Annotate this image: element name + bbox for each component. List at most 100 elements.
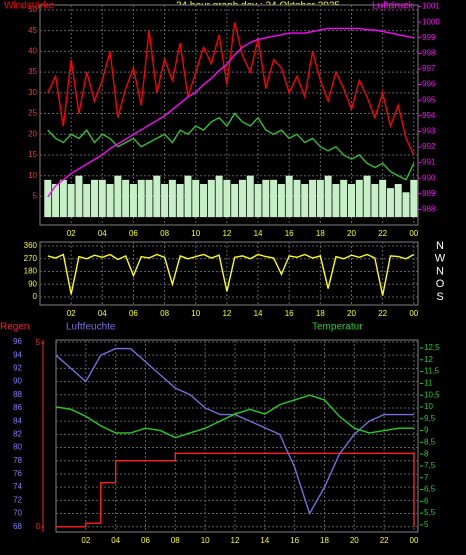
bar	[129, 183, 137, 218]
y-tick-label: 94	[13, 350, 22, 359]
x-tick-label: 18	[316, 309, 325, 318]
line	[55, 394, 414, 439]
y-tick-label: 993	[422, 126, 436, 135]
y-tick-label: 84	[13, 416, 22, 425]
bar	[363, 175, 371, 218]
bar	[324, 175, 332, 218]
y-tick-label: 180	[24, 267, 38, 276]
bar	[44, 179, 52, 218]
y-tick-label: 80	[13, 443, 22, 452]
y-tick-label: 12	[424, 355, 433, 364]
direction-label: O	[436, 278, 445, 290]
x-tick-label: 20	[350, 536, 359, 545]
x-tick-label: 14	[254, 309, 263, 318]
x-tick-label: 16	[290, 536, 299, 545]
y-tick-label: 7	[424, 473, 429, 482]
bar	[106, 183, 114, 218]
y-tick-label: 997	[422, 64, 436, 73]
bar	[114, 175, 122, 218]
x-tick-label: 16	[285, 229, 294, 238]
direction-label: N	[436, 240, 444, 252]
x-tick-label: 10	[201, 536, 210, 545]
y-tick-label: 996	[422, 80, 436, 89]
y-tick-label: 5	[36, 338, 41, 347]
x-tick-label: 18	[320, 536, 329, 545]
y-tick-label: 40	[28, 47, 37, 56]
legend-label: Temperatur	[312, 322, 363, 333]
bar	[207, 179, 215, 218]
y-tick-label: 90	[13, 377, 22, 386]
y-tick-label: 270	[24, 254, 38, 263]
legend-label: Luftdruck	[372, 1, 414, 12]
x-tick-label: 00	[409, 309, 418, 318]
y-tick-label: 72	[13, 495, 22, 504]
y-tick-label: 45	[28, 26, 37, 35]
y-tick-label: 8,5	[424, 437, 436, 446]
x-tick-label: 04	[98, 309, 107, 318]
y-tick-label: 8	[424, 449, 429, 458]
legend-label: Windstärke	[4, 1, 54, 12]
y-tick-label: 1001	[422, 2, 440, 11]
x-tick-label: 18	[316, 229, 325, 238]
bar	[215, 175, 223, 218]
line	[47, 22, 415, 156]
plot-frame	[39, 241, 419, 306]
bar	[270, 179, 278, 218]
y-tick-label: 11,5	[424, 367, 440, 376]
y-tick-label: 68	[13, 522, 22, 531]
y-tick-label: 92	[13, 363, 22, 372]
x-tick-label: 22	[378, 229, 387, 238]
y-tick-label: 35	[28, 67, 37, 76]
bar	[176, 183, 184, 218]
y-tick-label: 74	[13, 482, 22, 491]
y-tick-label: 78	[13, 456, 22, 465]
line	[47, 112, 415, 181]
y-tick-label: 995	[422, 95, 436, 104]
x-tick-label: 12	[222, 309, 231, 318]
bar	[285, 175, 293, 218]
bar	[262, 179, 270, 218]
bar	[184, 175, 192, 218]
x-tick-label: 08	[160, 229, 169, 238]
bar	[332, 183, 340, 218]
bar	[379, 179, 387, 218]
legend-label: Regen	[0, 322, 29, 333]
x-tick-label: 06	[129, 229, 138, 238]
x-tick-label: 22	[378, 309, 387, 318]
bar	[52, 183, 60, 218]
bar	[402, 192, 410, 218]
x-tick-label: 00	[409, 229, 418, 238]
x-tick-label: 02	[67, 309, 76, 318]
bar	[59, 179, 67, 218]
y-tick-label: 989	[422, 189, 436, 198]
y-tick-label: 96	[13, 337, 22, 346]
bar	[238, 179, 246, 218]
x-tick-label: 04	[111, 536, 120, 545]
y-tick-label: 991	[422, 158, 436, 167]
line	[47, 27, 414, 198]
bar	[200, 183, 208, 218]
x-tick-label: 02	[81, 536, 90, 545]
bar	[347, 183, 355, 218]
y-tick-label: 86	[13, 403, 22, 412]
bar	[386, 188, 394, 218]
y-tick-label: 990	[422, 173, 436, 182]
y-tick-label: 82	[13, 429, 22, 438]
x-tick-label: 22	[380, 536, 389, 545]
y-tick-label: 50	[28, 5, 37, 14]
bar	[293, 179, 301, 218]
bar	[67, 183, 75, 218]
bar	[309, 179, 317, 218]
y-tick-label: 90	[28, 279, 37, 288]
x-tick-label: 04	[98, 229, 107, 238]
x-tick-label: 08	[160, 309, 169, 318]
direction-label: N	[436, 265, 444, 277]
x-tick-label: 06	[141, 536, 150, 545]
y-tick-label: 70	[13, 509, 22, 518]
x-tick-label: 14	[254, 229, 263, 238]
y-tick-label: 15	[28, 150, 37, 159]
legend-label: Luftfeuchte	[66, 322, 116, 333]
bar	[410, 179, 418, 218]
y-tick-label: 5,5	[424, 508, 436, 517]
step-line	[56, 452, 415, 528]
